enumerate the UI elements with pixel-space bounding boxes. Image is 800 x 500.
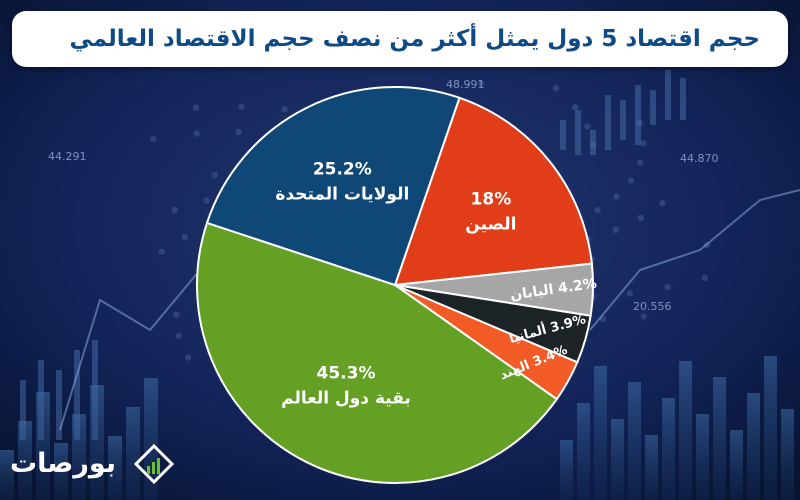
- map-dot: [637, 214, 644, 222]
- map-dot: [636, 119, 643, 127]
- background-bar: [0, 450, 14, 500]
- map-dot: [584, 123, 591, 130]
- slice-label-china: 18% الصين: [465, 189, 516, 234]
- background-number: 44.291: [48, 150, 87, 163]
- background-bar: [747, 393, 760, 500]
- map-dot: [175, 332, 182, 339]
- map-dot: [552, 85, 560, 92]
- map-dot: [171, 206, 178, 214]
- background-bar: [679, 361, 692, 500]
- map-dot: [211, 172, 218, 179]
- background-bar: [36, 392, 50, 500]
- candle-bar: [20, 380, 26, 440]
- candle-bar: [620, 100, 626, 140]
- map-dot: [637, 159, 644, 166]
- map-dot: [594, 206, 601, 214]
- background-bar: [645, 435, 658, 500]
- candle-bar: [650, 90, 656, 125]
- map-dot: [235, 128, 242, 135]
- map-dot: [612, 226, 619, 233]
- map-dot: [281, 105, 288, 113]
- rising-bars-diamond-icon: [134, 444, 174, 484]
- candle-bar: [590, 130, 596, 155]
- map-dot: [185, 354, 192, 361]
- map-dot: [664, 284, 671, 291]
- background-number: 48.991: [446, 78, 485, 91]
- background-bar: [764, 356, 777, 500]
- candle-bar: [56, 370, 62, 440]
- background-number: 44.870: [680, 152, 719, 165]
- background-bar: [560, 440, 573, 500]
- background-bar: [696, 414, 709, 500]
- map-dot: [158, 248, 165, 255]
- map-dot: [193, 130, 200, 137]
- map-dot: [589, 141, 596, 149]
- slice-label-rest-of-world: 45.3% بقية دول العالم: [281, 363, 411, 408]
- candle-bar: [635, 85, 641, 145]
- background-bar: [54, 443, 68, 500]
- map-dot: [659, 200, 666, 207]
- background-bar: [713, 377, 726, 500]
- background-number: 20.556: [633, 300, 672, 313]
- pie-slice-usa: [205, 86, 461, 287]
- slice-category-label: بقية دول العالم: [281, 388, 411, 408]
- map-dot: [173, 311, 180, 318]
- candle-bar: [560, 120, 566, 150]
- slice-value-label: 45.3%: [317, 363, 376, 383]
- candle-bar: [680, 78, 686, 120]
- slice-label-usa: 25.2% الولايات المتحدة: [275, 160, 409, 205]
- chart-title: حجم اقتصاد 5 دول يمثل أكثر من نصف حجم ال…: [69, 26, 760, 52]
- slice-category-label: الولايات المتحدة: [275, 185, 409, 205]
- map-dot: [572, 104, 579, 111]
- background-numbers: 48.991 44.291 44.870 20.556: [48, 78, 719, 313]
- brand-logo: بورصات: [10, 440, 174, 490]
- background-bar: [18, 421, 32, 500]
- candle-bar: [74, 350, 80, 440]
- slice-value-label: 18%: [471, 189, 512, 209]
- background-bar: [126, 407, 140, 500]
- background-bar: [90, 385, 104, 500]
- background-bar: [72, 414, 86, 500]
- title-banner: حجم اقتصاد 5 دول يمثل أكثر من نصف حجم ال…: [12, 11, 788, 67]
- map-dot: [192, 104, 200, 111]
- map-dot: [613, 193, 620, 200]
- map-dot: [478, 80, 485, 87]
- map-dot: [640, 140, 647, 147]
- map-dot: [238, 103, 245, 111]
- map-dot: [150, 135, 157, 143]
- map-dot: [701, 274, 708, 281]
- background-bar: [662, 398, 675, 500]
- map-dot: [640, 313, 647, 320]
- candle-bar: [605, 95, 611, 150]
- background-bar: [108, 436, 122, 500]
- background-bar: [628, 382, 641, 500]
- background-bar: [730, 430, 743, 500]
- background-bar: [781, 409, 794, 500]
- map-dot: [626, 290, 634, 297]
- brand-name: بورصات: [10, 448, 116, 479]
- background-bar: [594, 366, 607, 500]
- pie-chart: [196, 86, 594, 484]
- trend-line: [589, 189, 800, 331]
- slice-category-label: الصين: [465, 214, 516, 234]
- map-dot: [627, 177, 635, 184]
- pie-slice-rest-of-world: [196, 221, 559, 484]
- background-bar: [577, 403, 590, 500]
- candle-bar: [575, 110, 581, 155]
- background-bar: [611, 419, 624, 500]
- map-dot: [181, 233, 188, 241]
- map-dot: [203, 197, 210, 204]
- candle-bar: [665, 70, 671, 120]
- slice-value-label: 25.2%: [313, 160, 372, 180]
